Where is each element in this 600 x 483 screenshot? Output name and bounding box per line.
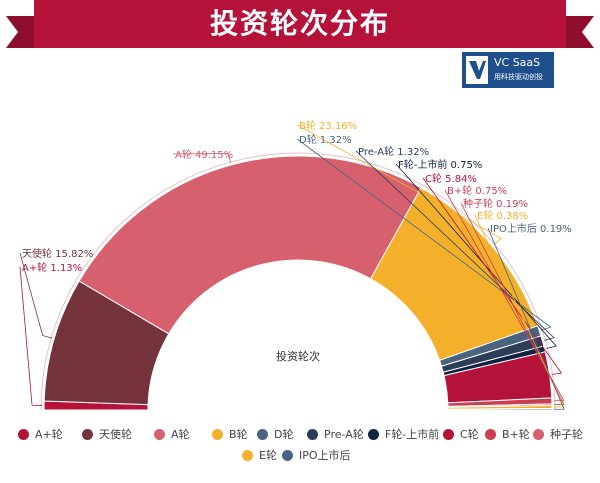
legend-item-种子轮[interactable]: 种子轮 (533, 424, 583, 444)
legend-swatch-icon (154, 428, 165, 440)
legend-label: C轮 (460, 428, 479, 441)
data-label-种子轮: 种子轮 0.19% (463, 197, 528, 210)
legend-label: 天使轮 (99, 428, 132, 441)
legend-label: IPO上市后 (299, 449, 351, 462)
leader-line-a-plus轮 (19, 266, 43, 406)
legend-item-f轮-上市前[interactable]: F轮-上市前 (368, 424, 439, 444)
legend-swatch-icon (212, 428, 223, 440)
data-label-ipo上市后: IPO上市后 0.19% (490, 222, 572, 235)
legend-swatch-icon (443, 428, 454, 440)
leader-line-f轮-上市前 (395, 163, 557, 349)
title-banner: 投资轮次分布 (0, 0, 600, 60)
legend-label: F轮-上市前 (385, 428, 440, 441)
slice-ipo上市后[interactable] (447, 407, 553, 411)
data-label-b-plus轮: B+轮 0.75% (447, 184, 507, 197)
data-label-a-plus轮: A+轮 1.13% (22, 261, 82, 274)
leader-line-c轮 (422, 177, 563, 375)
legend-swatch-icon (485, 428, 496, 440)
legend-swatch-icon (533, 428, 544, 440)
outer-guide-ring (40, 152, 556, 411)
legend-swatch-icon (82, 428, 93, 440)
legend-item-a-plus轮[interactable]: A+轮 (18, 424, 63, 444)
data-label-a轮: A轮 49.15% (175, 148, 233, 161)
legend-swatch-icon (18, 428, 29, 440)
data-label-e轮: E轮 0.38% (477, 209, 528, 222)
legend-item-ipo上市后[interactable]: IPO上市后 (282, 445, 351, 465)
center-label: 投资轮次 (276, 349, 320, 363)
slice-a轮[interactable] (78, 155, 422, 335)
legend-label: A+轮 (35, 428, 63, 441)
legend-label: Pre-A轮 (324, 428, 364, 441)
leader-line-e轮 (474, 214, 565, 408)
data-label-c轮: C轮 5.84% (425, 172, 477, 185)
legend-swatch-icon (242, 449, 253, 461)
data-label-d轮: D轮 1.32% (299, 133, 352, 146)
legend-label: B轮 (229, 428, 248, 441)
legend-label: 种子轮 (550, 428, 583, 441)
legend-item-c轮[interactable]: C轮 (443, 424, 479, 444)
legend-label: A轮 (171, 428, 190, 441)
legend-swatch-icon (257, 428, 268, 440)
leader-line-a轮 (172, 152, 232, 164)
legend-item-pre-a轮[interactable]: Pre-A轮 (307, 424, 364, 444)
legend-item-b轮[interactable]: B轮 (212, 424, 248, 444)
data-label-b轮: B轮 23.16% (299, 119, 357, 132)
legend-label: B+轮 (502, 428, 530, 441)
legend-swatch-icon (307, 428, 318, 440)
legend-label: D轮 (274, 428, 294, 441)
legend-item-a轮[interactable]: A轮 (154, 424, 190, 444)
leader-line-pre-a轮 (355, 150, 555, 341)
legend-label: E轮 (259, 449, 277, 462)
leader-line-ipo上市后 (487, 227, 565, 410)
data-label-pre-a轮: Pre-A轮 1.32% (358, 145, 429, 158)
legend-swatch-icon (282, 449, 293, 461)
legend-item-d轮[interactable]: D轮 (257, 424, 293, 444)
leader-line-种子轮 (460, 202, 565, 406)
vc-saas-logo: VC SaaS 用科技驱动创投 (462, 52, 554, 88)
legend-item-天使轮[interactable]: 天使轮 (82, 424, 132, 444)
leader-line-b-plus轮 (444, 189, 565, 402)
logo-title: VC SaaS (494, 56, 541, 69)
logo-subtitle: 用科技驱动创投 (494, 73, 543, 81)
leader-line-b轮 (296, 124, 502, 246)
legend-item-e轮[interactable]: E轮 (242, 445, 277, 465)
data-label-天使轮: 天使轮 15.82% (22, 247, 93, 260)
page-title: 投资轮次分布 (209, 7, 390, 40)
leader-line-天使轮 (19, 252, 53, 339)
legend-swatch-icon (368, 428, 379, 440)
banner-band: 投资轮次分布 (34, 0, 566, 48)
logo-mark-icon (466, 56, 488, 84)
legend-item-b-plus轮[interactable]: B+轮 (485, 424, 530, 444)
data-label-f轮-上市前: F轮-上市前 0.75% (398, 158, 482, 171)
